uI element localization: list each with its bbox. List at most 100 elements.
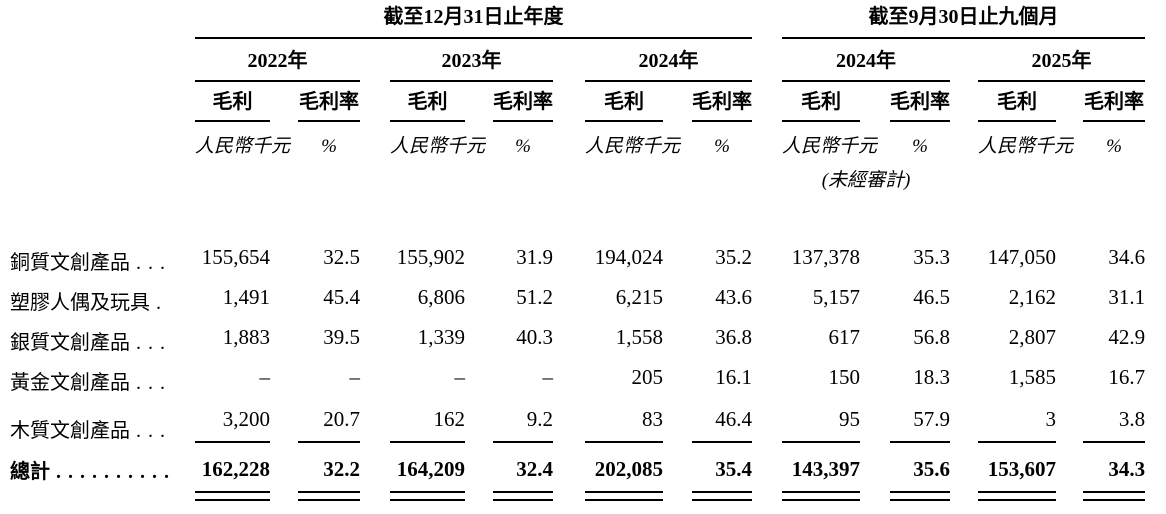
spacer <box>270 82 298 122</box>
cell-value: 36.8 <box>715 325 753 349</box>
row-label: 黃金文創產品 . . . <box>10 372 166 394</box>
spacer <box>1145 0 1166 39</box>
label-spacer <box>0 122 195 160</box>
row-label: 銅質文創產品 . . . <box>10 252 166 274</box>
col-header-gp: 毛利 <box>978 82 1057 122</box>
cell-value: 31.9 <box>516 245 553 269</box>
cell-value: 194,024 <box>594 245 663 269</box>
spacer <box>663 82 692 122</box>
col-header-gpm: 毛利率 <box>692 82 753 122</box>
table-row-plastic: 塑膠人偶及玩具 . 1,491 45.4 6,806 51.2 6,215 43… <box>0 275 1166 315</box>
section-title-nine-months: 截至9月30日止九個月 <box>782 0 1146 39</box>
label-spacer <box>0 0 195 39</box>
spacer <box>360 82 390 122</box>
table-row-wooden: 木質文創產品 . . . 3,200 20.7 162 9.2 83 46.4 … <box>0 395 1166 443</box>
cell-value: 1,883 <box>222 325 270 349</box>
col-header-gpm: 毛利率 <box>890 82 951 122</box>
row-label: 塑膠人偶及玩具 . <box>10 292 162 314</box>
unit-percent: % <box>515 136 531 157</box>
double-rule-row <box>0 493 1166 501</box>
col-header-gp: 毛利 <box>782 82 861 122</box>
cell-value: 45.4 <box>323 285 360 309</box>
total-value: 164,209 <box>390 443 465 493</box>
unaudited-note: (未經審計) <box>821 170 911 191</box>
year-header-row: 2022年 2023年 2024年 2024年 2025年 <box>0 39 1166 82</box>
unit-percent: % <box>1106 136 1122 157</box>
row-label: 木質文創產品 . . . <box>10 420 166 442</box>
spacer <box>950 122 978 160</box>
cell-value: 162 <box>390 395 465 443</box>
table-row-total: 總計 . . . . . . . . . . 162,228 32.2 164,… <box>0 443 1166 493</box>
spacer <box>950 39 978 82</box>
table-row-gold: 黃金文創產品 . . . – – – – 205 16.1 150 18.3 1… <box>0 355 1166 395</box>
cell-value: 1,585 <box>1008 365 1057 389</box>
cell-value: 16.1 <box>715 365 753 389</box>
cell-value: 147,050 <box>987 245 1057 269</box>
unit-rmb: 人民幣千元 <box>585 136 681 157</box>
unit-rmb: 人民幣千元 <box>978 136 1074 157</box>
spacer <box>1145 122 1166 160</box>
cell-value: 3,200 <box>195 395 270 443</box>
cell-value: 2,807 <box>1008 325 1057 349</box>
total-value: 143,397 <box>782 443 861 493</box>
spacer <box>1056 82 1083 122</box>
col-header-gp: 毛利 <box>585 82 663 122</box>
unit-percent: % <box>714 136 730 157</box>
spacer <box>1145 160 1166 192</box>
total-value: 35.6 <box>890 443 951 493</box>
spacer <box>950 82 978 122</box>
cell-value: 34.6 <box>1108 245 1146 269</box>
total-value: 32.4 <box>493 443 553 493</box>
unit-percent: % <box>912 136 928 157</box>
cell-value: 137,378 <box>791 245 861 269</box>
total-value: 35.4 <box>692 443 753 493</box>
col-header-gp: 毛利 <box>390 82 465 122</box>
cell-value: 1,491 <box>222 285 270 309</box>
unit-percent: % <box>321 136 337 157</box>
spacer <box>360 122 390 160</box>
total-label: 總計 . . . . . . . . . . <box>10 461 170 483</box>
cell-value: 205 <box>631 365 664 389</box>
total-value: 202,085 <box>585 443 663 493</box>
label-spacer <box>0 160 195 192</box>
cell-value: – <box>259 365 271 389</box>
spacer <box>553 39 585 82</box>
year-2022: 2022年 <box>195 39 360 82</box>
spacer <box>978 160 1145 192</box>
units-row: 人民幣千元 % 人民幣千元 % 人民幣千元 % 人民幣千元 % 人民幣千元 % <box>0 122 1166 160</box>
cell-value: 18.3 <box>913 365 951 389</box>
spacer <box>752 160 782 192</box>
year-2025: 2025年 <box>978 39 1146 82</box>
spacer <box>752 39 782 82</box>
cell-value: 32.5 <box>323 245 360 269</box>
cell-value: 56.8 <box>913 325 951 349</box>
cell-value: 46.5 <box>913 285 951 309</box>
col-header-gpm: 毛利率 <box>493 82 553 122</box>
bottom-spacer-row <box>0 501 1166 514</box>
cell-value: 39.5 <box>323 325 360 349</box>
row-label: 銀質文創產品 . . . <box>10 332 166 354</box>
label-spacer <box>0 39 195 82</box>
section-title-annual: 截至12月31日止年度 <box>195 0 753 39</box>
cell-value: 46.4 <box>692 395 753 443</box>
cell-value: 3 <box>978 395 1057 443</box>
year-2024-nine-months: 2024年 <box>782 39 951 82</box>
cell-value: 35.2 <box>715 245 753 269</box>
column-header-row: 毛利 毛利率 毛利 毛利率 毛利 毛利率 毛利 毛利率 毛利 毛利率 <box>0 82 1166 122</box>
cell-value: 6,215 <box>615 285 663 309</box>
section-header-row: 截至12月31日止年度 截至9月30日止九個月 <box>0 0 1166 39</box>
spacer <box>752 122 782 160</box>
spacer <box>860 82 890 122</box>
cell-value: 617 <box>828 325 861 349</box>
cell-value: 16.7 <box>1108 365 1146 389</box>
cell-value: 155,902 <box>396 245 465 269</box>
spacer <box>752 82 782 122</box>
table-row-silver: 銀質文創產品 . . . 1,883 39.5 1,339 40.3 1,558… <box>0 315 1166 355</box>
spacer <box>553 82 585 122</box>
label-spacer <box>0 82 195 122</box>
cell-value: 2,162 <box>1008 285 1057 309</box>
cell-value: 31.1 <box>1108 285 1146 309</box>
total-value: 32.2 <box>298 443 360 493</box>
